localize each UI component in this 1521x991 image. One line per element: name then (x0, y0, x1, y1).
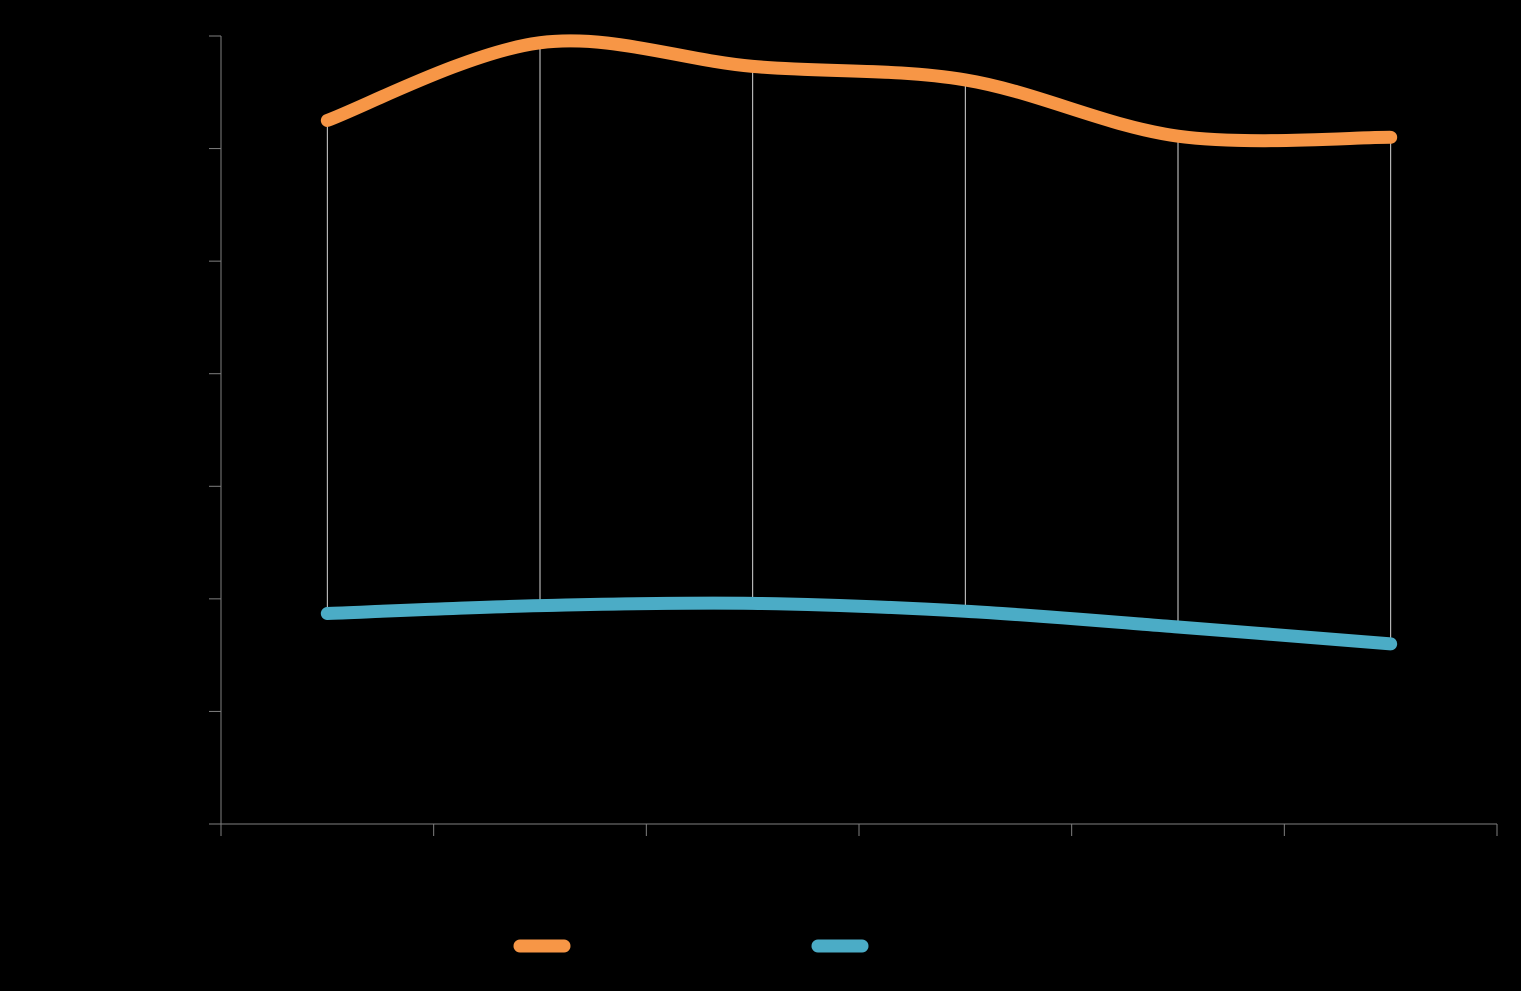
series-line (320, 34, 1398, 148)
series-line (320, 596, 1398, 651)
